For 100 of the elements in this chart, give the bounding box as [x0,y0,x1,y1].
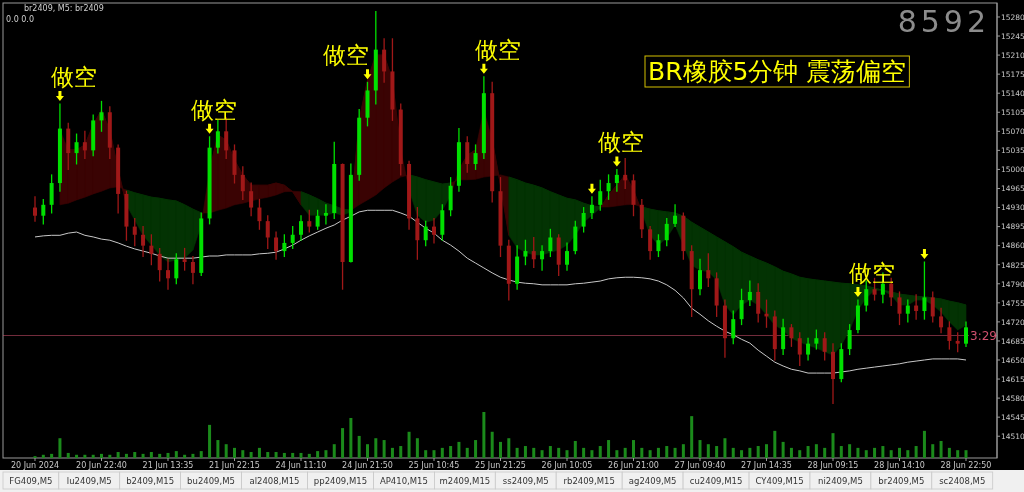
bar [50,453,54,458]
candlestick [939,307,944,334]
x-tick-label: 20 Jun 2024 [10,461,60,470]
bar [116,452,120,458]
candlestick [307,209,312,234]
bar [706,444,710,458]
bar [141,453,145,458]
bar [515,447,519,458]
bar [665,446,669,458]
candlestick [698,258,702,296]
bar [499,441,502,458]
bar [557,447,561,458]
bar [440,447,444,458]
candlestick [190,255,195,285]
candlestick [149,233,154,266]
bar [789,447,793,458]
bar [873,447,877,458]
bar [490,431,494,458]
candlestick [756,282,761,324]
candlestick [249,181,254,217]
candlestick [299,214,303,242]
bar [748,447,752,458]
bar [233,447,236,458]
x-tick-label: 21 Jun 22:15 [209,461,260,470]
candlestick [955,331,960,353]
candlestick [905,298,910,324]
candlestick [589,195,594,220]
annotation: 做空 [597,129,644,156]
bar [100,453,103,458]
bar [149,452,153,458]
annotation: 做空 [322,42,369,69]
bar [349,417,353,458]
candlestick [74,132,79,166]
bar [864,450,868,458]
bar [266,452,270,458]
bar [939,440,943,458]
x-tick-label: 28 Jun 09:15 [807,461,859,470]
candlestick [423,220,428,247]
candlestick [290,225,295,250]
bar [740,450,744,458]
bar [590,450,594,458]
bar [415,438,419,458]
annotation: 8592 [897,4,990,39]
bar [357,435,361,458]
bar [765,444,768,458]
candlestick [141,225,146,258]
candlestick [789,323,794,348]
candlestick [747,279,752,307]
candlestick [99,100,104,133]
bar [407,431,411,458]
bar [731,447,735,458]
bar [623,447,627,458]
bar [183,454,187,458]
bar [390,447,394,458]
bar [756,446,760,458]
bar [582,447,586,458]
bar [615,450,619,458]
bar [856,447,860,458]
bar [199,451,203,458]
x-tick-label: 20 Jun 22:40 [76,461,127,470]
bar [174,451,178,458]
bar [432,450,436,458]
bar [540,450,544,458]
bar [166,452,170,458]
candlestick [315,209,320,231]
candlestick [82,130,87,160]
bar [607,440,611,458]
candlestick [540,244,545,272]
bar [914,446,918,458]
candlestick [914,293,919,321]
bar [656,447,660,458]
bar [964,450,968,458]
bar [83,454,87,458]
bar [956,450,960,458]
bar [449,446,453,458]
bar [831,433,835,458]
bar [648,450,652,458]
annotation: 做空 [190,96,237,123]
bar [773,430,777,458]
bar [931,444,935,458]
candlestick [282,233,287,258]
candlestick [656,233,661,258]
bar [598,446,602,458]
candlestick [215,119,220,155]
candlestick [157,247,162,283]
candlestick [265,214,270,250]
candlestick [614,168,619,193]
x-tick-label: 24 Jun 21:50 [342,461,393,470]
candlestick [182,247,187,272]
bar [698,440,702,458]
x-tick-label: 25 Jun 10:45 [408,461,460,470]
bar [482,412,486,458]
candlestick [930,290,935,324]
annotation: 做空 [50,64,97,91]
candlestick [947,320,952,351]
bar [690,416,694,458]
bar [947,447,951,458]
bar [208,424,212,458]
candlestick [240,165,245,201]
candlestick [548,228,553,258]
